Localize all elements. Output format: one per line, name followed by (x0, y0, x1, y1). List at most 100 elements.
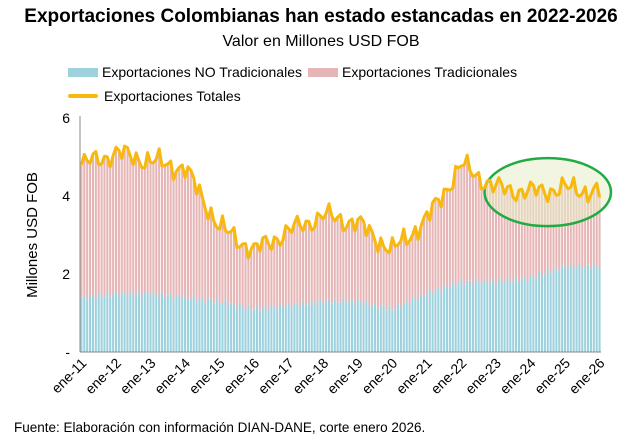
x-tick-label: ene-22 (427, 355, 469, 397)
bar-no-tradicionales (327, 300, 331, 352)
legend-item-no-tradicionales: Exportaciones NO Tradicionales (68, 64, 302, 80)
bar-no-tradicionales (414, 297, 417, 352)
bar-tradicionales (103, 156, 106, 297)
bar-tradicionales (374, 241, 377, 303)
bar-tradicionales (497, 177, 500, 281)
bar-no-tradicionales (440, 291, 443, 352)
bar-tradicionales (123, 146, 126, 294)
bar-no-tradicionales (270, 304, 273, 352)
bar-tradicionales (201, 196, 204, 298)
x-tick-label: ene-12 (82, 355, 124, 397)
bar-no-tradicionales (388, 305, 391, 352)
bar-tradicionales (189, 170, 192, 300)
bar-no-tradicionales (221, 303, 224, 352)
bar-no-tradicionales (443, 285, 446, 352)
bar-tradicionales (253, 243, 256, 310)
x-tick-label: ene-17 (255, 355, 297, 397)
bar-no-tradicionales (325, 299, 328, 352)
bar-tradicionales (172, 179, 175, 300)
bar-no-tradicionales (468, 280, 472, 352)
bar-no-tradicionales (109, 296, 112, 352)
bar-no-tradicionales (140, 296, 143, 352)
bar-tradicionales (362, 221, 365, 305)
bar-no-tradicionales (408, 304, 411, 352)
bar-no-tradicionales (195, 301, 198, 352)
chart-legend: Exportaciones NO Tradicionales Exportaci… (68, 60, 523, 108)
bar-tradicionales (368, 225, 371, 306)
x-tick-label: ene-14 (151, 355, 193, 397)
bar-no-tradicionales (394, 309, 397, 352)
bar-tradicionales (290, 232, 293, 308)
bar-tradicionales (581, 193, 584, 270)
bar-no-tradicionales (175, 294, 178, 352)
bar-no-tradicionales (215, 297, 218, 352)
legend-label-totales: Exportaciones Totales (104, 88, 241, 104)
bar-no-tradicionales (86, 299, 89, 352)
bar-tradicionales (529, 182, 532, 276)
bar-tradicionales (261, 237, 264, 307)
bar-no-tradicionales (322, 304, 325, 352)
bar-tradicionales (540, 185, 544, 276)
bar-no-tradicionales (489, 282, 492, 352)
bar-tradicionales (132, 164, 135, 296)
bar-tradicionales (310, 230, 313, 300)
bar-no-tradicionales (350, 299, 354, 352)
bar-no-tradicionales (598, 268, 601, 352)
bar-no-tradicionales (114, 291, 118, 352)
bar-no-tradicionales (230, 303, 233, 352)
bar-no-tradicionales (546, 269, 549, 352)
bar-tradicionales (244, 243, 247, 310)
bar-tradicionales (276, 239, 279, 309)
bar-tradicionales (569, 187, 572, 264)
bar-tradicionales (89, 163, 92, 295)
bar-no-tradicionales (402, 303, 405, 352)
bar-no-tradicionales (451, 281, 454, 352)
bar-no-tradicionales (253, 309, 256, 352)
bar-tradicionales (97, 164, 100, 293)
bar-no-tradicionales (123, 293, 126, 352)
bar-tradicionales (152, 162, 155, 292)
bar-no-tradicionales (353, 304, 356, 352)
bar-no-tradicionales (483, 278, 486, 352)
bar-no-tradicionales (506, 277, 509, 352)
bar-tradicionales (448, 190, 451, 289)
bar-no-tradicionales (385, 310, 388, 352)
bar-tradicionales (207, 219, 210, 299)
bar-no-tradicionales (296, 303, 299, 352)
y-tick-label: 6 (62, 110, 70, 126)
bar-no-tradicionales (212, 303, 215, 352)
bar-no-tradicionales (172, 299, 175, 352)
bar-tradicionales (235, 247, 238, 309)
bar-tradicionales (350, 218, 354, 300)
bar-no-tradicionales (362, 304, 365, 352)
bar-tradicionales (394, 246, 397, 310)
bar-no-tradicionales (376, 308, 379, 352)
y-tick-label: 2 (62, 266, 70, 282)
bar-no-tradicionales (399, 307, 402, 352)
bar-tradicionales (494, 185, 497, 285)
bar-no-tradicionales (382, 305, 385, 352)
bar-no-tradicionales (592, 263, 595, 352)
bar-tradicionales (382, 246, 385, 306)
bar-tradicionales (184, 177, 187, 295)
bar-tradicionales (137, 161, 141, 291)
bar-no-tradicionales (474, 279, 477, 352)
bar-tradicionales (313, 227, 316, 305)
bar-tradicionales (391, 237, 394, 310)
bar-tradicionales (327, 203, 331, 301)
bar-tradicionales (399, 240, 402, 308)
bar-no-tradicionales (563, 266, 567, 352)
bar-tradicionales (431, 202, 434, 295)
bar-tradicionales (339, 214, 342, 303)
bar-no-tradicionales (106, 291, 109, 352)
bar-no-tradicionales (287, 302, 290, 352)
bar-tradicionales (221, 215, 224, 304)
bar-tradicionales (163, 165, 166, 298)
bar-tradicionales (503, 193, 506, 284)
bar-tradicionales (330, 216, 333, 304)
bar-no-tradicionales (512, 281, 515, 352)
bar-no-tradicionales (460, 278, 463, 352)
bar-tradicionales (166, 163, 169, 296)
bar-no-tradicionales (192, 295, 195, 352)
bar-tradicionales (322, 218, 325, 305)
